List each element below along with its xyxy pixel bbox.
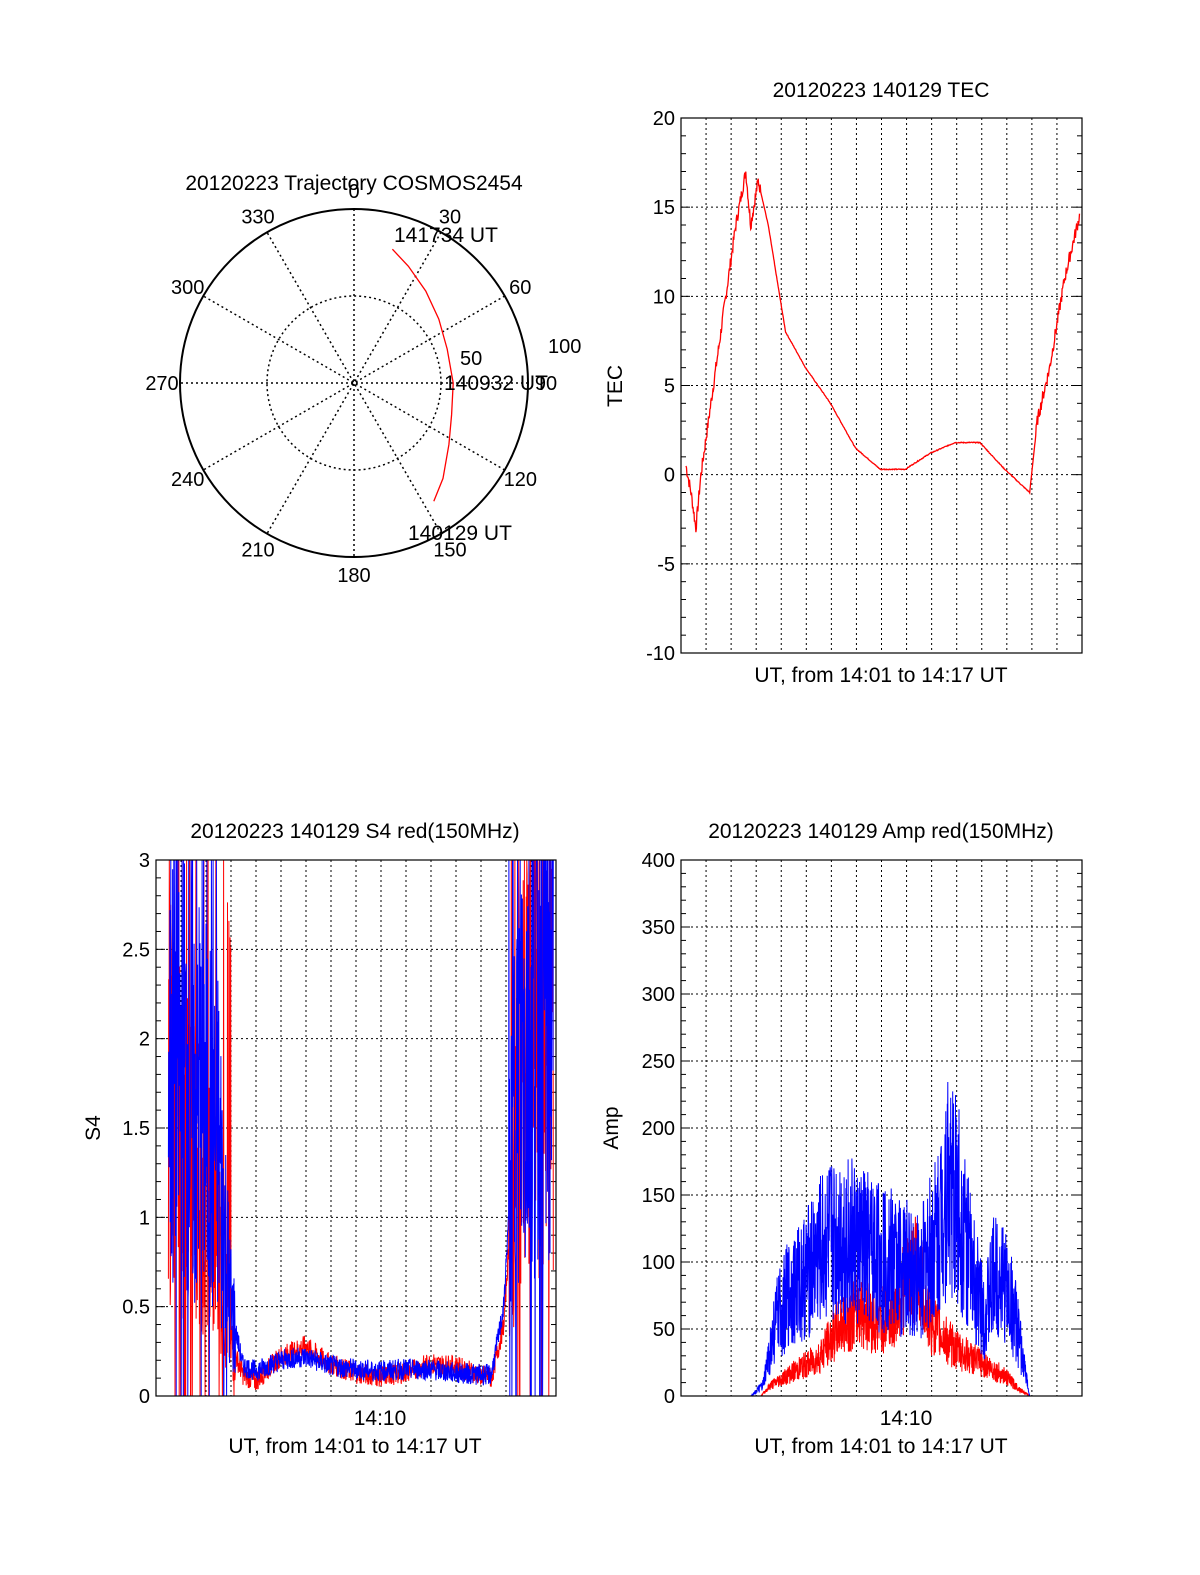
polar-angle-label: 240 (171, 469, 204, 491)
y-tick-label: 0 (664, 1386, 675, 1408)
s4-panel: 20120223 140129 S4 red(150MHz) 0 0.5 1 1.5 2… (82, 820, 557, 1458)
y-tick-label: 2 (139, 1029, 150, 1051)
y-tick-label: 0.5 (122, 1297, 150, 1319)
polar-angle-label: 60 (509, 277, 531, 299)
polar-angle-label: 90 (535, 373, 557, 395)
polar-annotation-end: 141734 UT (394, 224, 498, 247)
y-tick-label: 5 (664, 376, 675, 398)
polar-angle-label: 210 (241, 539, 274, 561)
y-tick-label: -10 (646, 643, 675, 665)
amp-title: 20120223 140129 Amp red(150MHz) (708, 820, 1054, 843)
y-tick-label: -5 (657, 554, 675, 576)
y-tick-label: 2.5 (122, 939, 150, 961)
tec-grid (681, 118, 1082, 653)
tec-series-line (685, 171, 1081, 533)
y-tick-label: 0 (139, 1386, 150, 1408)
s4-title: 20120223 140129 S4 red(150MHz) (190, 820, 519, 843)
polar-angle-label: 180 (337, 565, 370, 587)
polar-angle-label: 30 (439, 207, 461, 229)
amp-y-tick-labels: 0 50 100 150 200 250 300 350 400 (642, 850, 675, 1408)
polar-angle-label: 120 (504, 469, 537, 491)
y-tick-label: 100 (642, 1252, 675, 1274)
tec-title: 20120223 140129 TEC (773, 79, 990, 102)
y-tick-label: 300 (642, 984, 675, 1006)
y-tick-label: 200 (642, 1118, 675, 1140)
polar-annotation-start: 140129 UT (408, 522, 512, 545)
polar-angle-label: 300 (171, 277, 204, 299)
y-tick-label: 1 (139, 1207, 150, 1229)
polar-angle-label: 330 (241, 207, 274, 229)
amp-x-axis-label: UT, from 14:01 to 14:17 UT (754, 1435, 1007, 1458)
y-tick-label: 400 (642, 850, 675, 872)
s4-x-axis-label: UT, from 14:01 to 14:17 UT (228, 1435, 481, 1458)
amp-panel: 20120223 140129 Amp red(150MHz) 0 50 100 15… (600, 820, 1083, 1458)
s4-y-axis-label: S4 (82, 1115, 105, 1141)
y-tick-label: 0 (664, 465, 675, 487)
polar-grid-ring-50 (266, 295, 442, 471)
y-tick-label: 20 (653, 108, 675, 130)
polar-trajectory-line (391, 248, 454, 502)
polar-grid (180, 209, 528, 557)
polar-angle-label: 150 (433, 539, 466, 561)
y-tick-label: 3 (139, 850, 150, 872)
amp-y-axis-label: Amp (600, 1106, 623, 1149)
polar-annotation-mid: 140932 UT (444, 372, 548, 395)
y-tick-label: 150 (642, 1185, 675, 1207)
polar-angle-labels: 0 30 60 90 120 150 180 210 240 270 300 330 (145, 181, 557, 587)
polar-trajectory-panel: 20120223 Trajectory COSMOS2454 0 30 60 90 12… (145, 172, 581, 587)
polar-angle-label: 270 (145, 373, 178, 395)
amp-x-tick-label: 14:10 (880, 1407, 933, 1430)
tec-y-axis-label: TEC (604, 365, 627, 407)
y-tick-label: 10 (653, 286, 675, 308)
y-tick-label: 15 (653, 197, 675, 219)
tec-panel: 20120223 140129 TEC -10 -5 0 5 10 15 20 TEC UT… (604, 79, 1083, 687)
amp-plot-frame (680, 859, 1083, 1397)
s4-series-lines (167, 859, 554, 1397)
y-tick-label: 350 (642, 917, 675, 939)
s4-x-tick-label: 14:10 (354, 1407, 407, 1430)
amp-series-lines (681, 1081, 1082, 1397)
amp-ticks (681, 859, 1082, 1397)
s4-y-tick-labels: 0 0.5 1 1.5 2 2.5 3 (122, 850, 150, 1408)
polar-title: 20120223 Trajectory COSMOS2454 (185, 172, 523, 195)
tec-plot-frame (680, 117, 1083, 654)
y-tick-label: 1.5 (122, 1118, 150, 1140)
polar-outer-ring (179, 208, 529, 558)
s4-series-blue (167, 859, 554, 1397)
y-tick-label: 50 (653, 1319, 675, 1341)
tec-x-axis-label: UT, from 14:01 to 14:17 UT (754, 664, 1007, 687)
y-tick-label: 250 (642, 1051, 675, 1073)
polar-angle-label: 0 (348, 181, 359, 203)
polar-radial-label-100: 100 (548, 336, 581, 358)
polar-grid-spoke (266, 231, 442, 535)
polar-grid-spoke (266, 231, 442, 535)
polar-radial-label-50: 50 (460, 348, 482, 370)
tec-y-tick-labels: -10 -5 0 5 10 15 20 (646, 108, 675, 665)
s4-plot-frame (155, 859, 557, 1397)
